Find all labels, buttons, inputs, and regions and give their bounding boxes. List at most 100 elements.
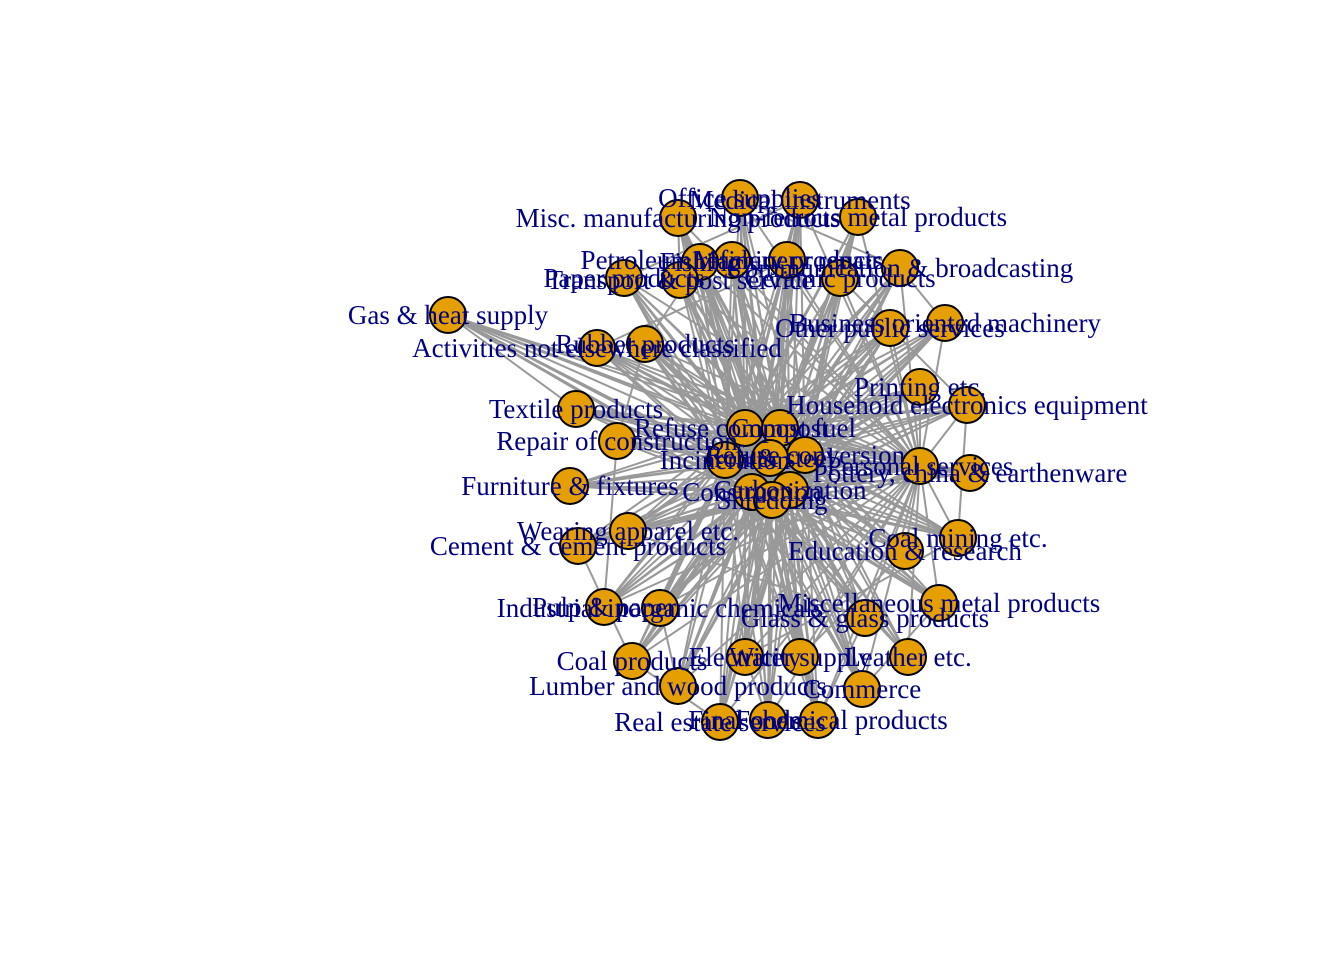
node-medical-instruments — [781, 181, 819, 219]
node-label-transport-post: Transport & post service — [547, 265, 814, 295]
node-paper-products — [605, 259, 643, 297]
node-industrial-inorganic — [641, 589, 679, 627]
node-wearing-apparel — [609, 512, 647, 550]
node-office-supplies — [721, 179, 759, 217]
edge-gas-heat-ring — [447, 314, 577, 410]
node-label-incineration: Incineration — [660, 445, 791, 475]
edge-real-estate-construction — [719, 491, 753, 723]
edge-household-electronics-compost — [779, 404, 968, 429]
node-label-household-electronics: Household electronics equipment — [786, 390, 1148, 420]
node-label-office-supplies: Office supplies — [658, 183, 822, 213]
edge-petroleum-refinery-personal-services — [731, 259, 921, 467]
edge-leather-carbonization — [789, 489, 909, 658]
edge-office-supplies-refuse-conversion — [739, 197, 806, 456]
node-label-foods: Foods — [735, 705, 801, 735]
edge-final-chemical-refuse-conversion — [804, 454, 819, 721]
node-label-real-estate: Real estate services — [614, 707, 825, 737]
node-label-fishing: Fishing — [659, 247, 740, 277]
node-layer — [429, 179, 989, 741]
node-business-machinery — [926, 304, 964, 342]
node-label-textile-products: Textile products — [489, 394, 663, 424]
edge-communication-broadcasting-personal-services — [899, 267, 921, 467]
edge-rubber-products-refuse-fuel — [644, 343, 746, 429]
edge-leather-construction — [751, 491, 909, 658]
node-label-water-supply: Water supply — [729, 642, 872, 672]
node-label-other-public: Other public services — [775, 313, 1004, 343]
node-misc-manufacturing — [659, 199, 697, 237]
node-label-shredding: Shredding — [717, 485, 828, 515]
edge-final-chemical-personal-services — [817, 465, 921, 721]
edge-lumber-wood-construction — [677, 491, 753, 687]
edge-fishing-personal-services — [699, 261, 921, 467]
edge-medical-instruments-personal-services — [799, 199, 921, 467]
node-label-refuse-conversion: Refuse conversion — [705, 440, 906, 470]
node-iron-steel — [751, 439, 789, 477]
node-label-gas-heat: Gas & heat supply — [348, 300, 549, 330]
edge-foods-incineration — [724, 459, 769, 721]
node-label-furniture: Furniture & fixtures — [461, 471, 678, 501]
node-furniture — [551, 467, 589, 505]
node-education-research — [886, 532, 924, 570]
node-label-coal-products: Coal products — [557, 646, 708, 676]
node-personal-services — [901, 447, 939, 485]
node-household-electronics — [948, 386, 986, 424]
node-coal-products — [613, 642, 651, 680]
edge-gas-heat-compost — [447, 314, 781, 429]
edge-foods-construction — [751, 491, 769, 721]
node-label-pulp-paper: Pulp & paper — [532, 592, 676, 622]
node-label-non-ferrous-metal: Non-ferrous metal products — [709, 202, 1007, 232]
edge-electricity-personal-services — [744, 465, 921, 658]
node-real-estate — [701, 703, 739, 741]
edge-foods-carbonization — [767, 489, 791, 721]
edge-ceramic-products-ring — [839, 277, 968, 406]
node-label-iron-steel: Iron & steel — [706, 443, 835, 473]
node-label-communication-broadcasting: Communication & broadcasting — [727, 253, 1073, 283]
node-label-activities-nec: Activities not elsewhere classified — [412, 333, 782, 363]
node-label-lumber-wood: Lumber and wood products — [529, 671, 827, 701]
edge-rubber-products-personal-services — [644, 343, 921, 467]
node-communication-broadcasting — [881, 249, 919, 287]
node-other-public — [871, 309, 909, 347]
node-label-refuse-fuel: Refuse compost fuel — [634, 413, 856, 443]
edge-real-estate-carbonization — [719, 489, 791, 723]
node-label-final-chemical: Final chemical products — [688, 705, 947, 735]
node-textile-products — [557, 390, 595, 428]
node-label-paper-products: Paper products — [543, 263, 704, 293]
node-label-industrial-inorganic: Industrial inorganic chemicals — [497, 593, 823, 623]
edge-commerce-personal-services — [861, 465, 921, 690]
node-commerce — [843, 670, 881, 708]
edge-refuse-conversion-personal-services — [804, 454, 921, 467]
node-label-machinery-repair: Machinery repair — [694, 245, 881, 275]
edge-coal-products-personal-services — [631, 465, 921, 662]
node-electricity — [726, 638, 764, 676]
node-machinery-repair — [768, 241, 806, 279]
edge-commerce-carbonization — [789, 489, 863, 690]
node-label-rubber-products: Rubber products — [555, 329, 734, 359]
node-gas-heat — [429, 296, 467, 334]
node-foods — [749, 701, 787, 739]
node-label-wearing-apparel: Wearing apparel etc. — [517, 516, 739, 546]
edge-compost-personal-services — [779, 427, 921, 467]
node-incineration — [706, 441, 744, 479]
node-ceramic-products — [821, 259, 859, 297]
node-label-electricity: Electricity — [689, 642, 802, 672]
node-label-misc-metal: Miscellaneous metal products — [778, 588, 1100, 618]
node-shredding — [753, 481, 791, 519]
edge-real-estate-incineration — [719, 459, 726, 723]
node-glass — [846, 599, 884, 637]
node-repair-construction — [598, 422, 636, 460]
edge-foods-shredding — [767, 499, 773, 721]
node-label-printing: Printing etc. — [854, 372, 986, 402]
edge-communication-broadcasting-compost — [779, 267, 901, 429]
node-label-petroleum-refinery: Petroleum refinery products — [581, 245, 884, 275]
node-label-carbonization: Carbonization — [714, 475, 867, 505]
node-misc-metal — [920, 584, 958, 622]
edge-education-research-refuse-conversion — [804, 454, 906, 552]
node-pulp-paper — [585, 588, 623, 626]
node-label-leather: Leather etc. — [844, 642, 971, 672]
edge-lumber-wood-incineration — [677, 459, 726, 687]
edge-wearing-apparel-ring — [627, 530, 866, 619]
edge-business-machinery-refuse-conversion — [804, 322, 946, 456]
edge-gas-heat-iron-steel — [447, 314, 771, 459]
